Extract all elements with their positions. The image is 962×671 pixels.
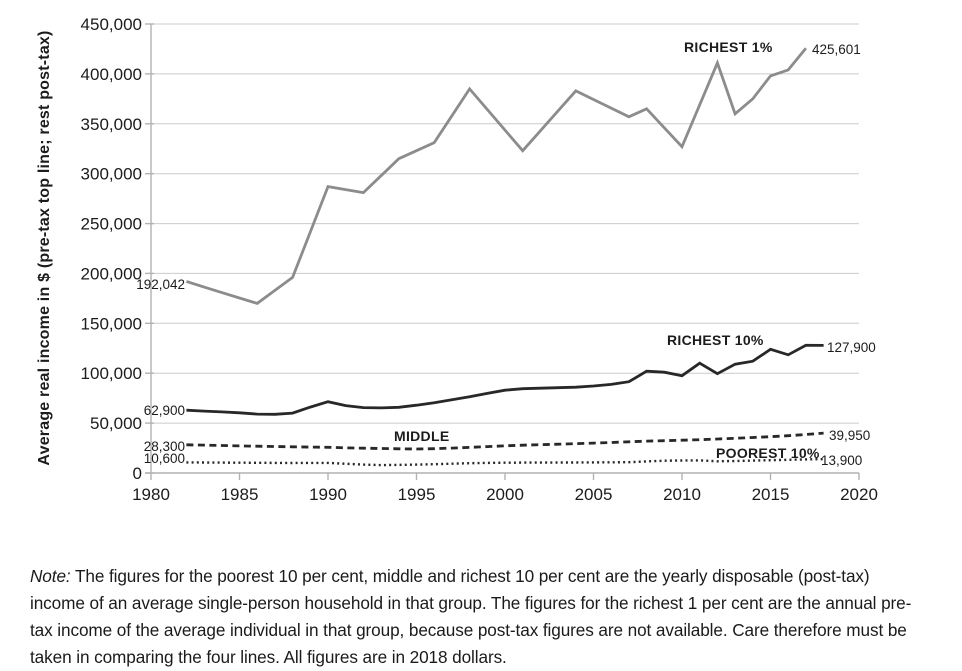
x-tick-label: 1995 — [398, 485, 436, 504]
y-tick-labels: 0 50,000 100,000 150,000 200,000 250,000 300,0… — [81, 15, 142, 483]
series-label-richest-10: RICHEST 10% — [667, 332, 764, 348]
y-tick-label: 100,000 — [81, 364, 142, 383]
gridlines — [145, 23, 859, 474]
y-tick-label: 350,000 — [81, 115, 142, 134]
x-tick-label: 1990 — [309, 485, 347, 504]
series-line-poorest-10 — [186, 457, 824, 467]
y-tick-label: 50,000 — [90, 414, 142, 433]
x-tick-label: 2010 — [663, 485, 701, 504]
y-tick-label: 200,000 — [81, 264, 142, 283]
series-line-richest-1 — [185, 47, 807, 305]
y-tick-label: 150,000 — [81, 314, 142, 333]
x-tick-label: 2020 — [840, 485, 878, 504]
x-tick-label: 2005 — [575, 485, 613, 504]
series-line-middle — [186, 431, 824, 451]
value-label-10-600: 10,600 — [144, 451, 185, 466]
note-text: The figures for the poorest 10 per cent,… — [30, 566, 912, 667]
y-tick-label: 0 — [133, 464, 142, 483]
value-label-39-950: 39,950 — [829, 428, 870, 443]
x-tick-label: 1980 — [132, 485, 170, 504]
y-tick-label: 400,000 — [81, 65, 142, 84]
income-chart: 0 50,000 100,000 150,000 200,000 250,000 300,0… — [36, 15, 878, 504]
value-label-127-900: 127,900 — [827, 340, 876, 355]
note-label: Note: — [30, 566, 71, 586]
x-tick-label: 2000 — [486, 485, 524, 504]
y-tick-label: 300,000 — [81, 165, 142, 184]
value-label-425-601: 425,601 — [812, 42, 861, 57]
x-tick-labels: 1980 1985 1990 1995 2000 2005 2010 2015 2020 — [132, 485, 878, 504]
series-label-poorest-10: POOREST 10% — [716, 445, 820, 461]
x-tick-label: 2015 — [752, 485, 790, 504]
axes — [145, 24, 860, 480]
series-label-richest-1: RICHEST 1% — [684, 39, 773, 55]
value-label-28-300: 28,300 — [144, 439, 185, 454]
value-label-13-900: 13,900 — [821, 453, 862, 468]
y-axis-title: Average real income in $ (pre-tax top li… — [36, 30, 53, 465]
series-label-middle: MIDDLE — [394, 428, 449, 444]
value-label-62-900: 62,900 — [144, 403, 185, 418]
annotations: 192,042 RICHEST 1% 425,601 62,900 RICHEST 10… — [136, 39, 876, 468]
value-label-192-042: 192,042 — [136, 277, 185, 292]
figure-note: Note: The figures for the poorest 10 per… — [30, 563, 922, 671]
x-tick-label: 1985 — [221, 485, 259, 504]
series-line-richest-10 — [186, 343, 824, 416]
y-tick-label: 250,000 — [81, 215, 142, 234]
y-tick-label: 450,000 — [81, 15, 142, 34]
